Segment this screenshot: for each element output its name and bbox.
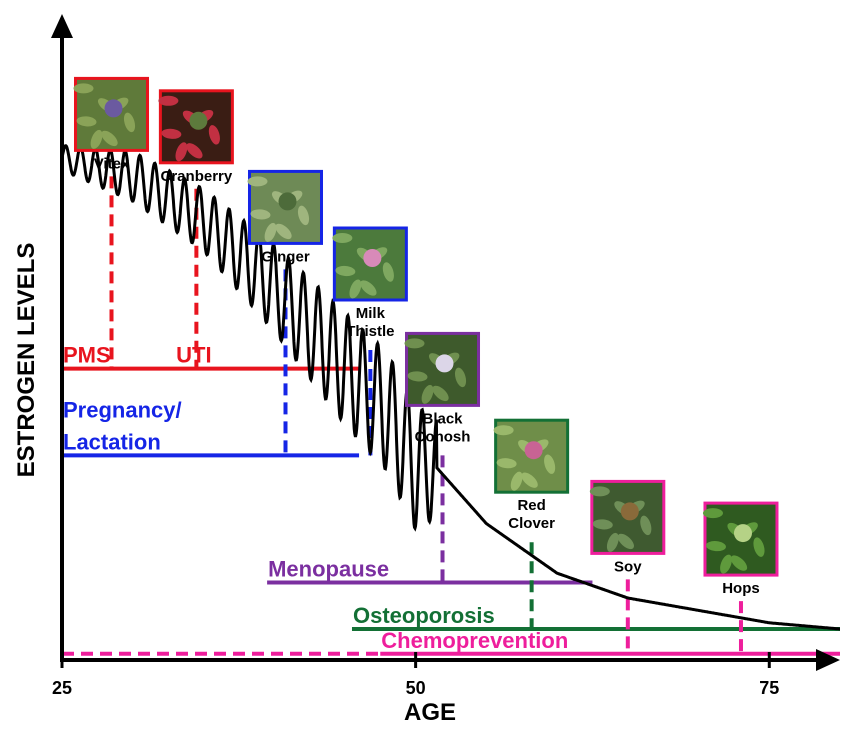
herb-label: Cohosh — [415, 428, 471, 445]
leaf-shape — [297, 205, 310, 226]
condition-label: Pregnancy/ — [63, 397, 182, 422]
leaf-shape — [250, 209, 271, 220]
leaf-shape — [382, 262, 394, 282]
condition-label: Osteoporosis — [353, 603, 495, 628]
herb-label: Hops — [722, 580, 760, 597]
herb-thumbnail — [158, 89, 234, 165]
condition-label: Chemoprevention — [381, 628, 568, 653]
leaf-shape — [360, 280, 377, 296]
leaf-shape — [589, 486, 610, 497]
herb-thumbnail — [702, 501, 779, 577]
leaf-shape — [208, 125, 220, 145]
leaf-shape — [247, 176, 268, 187]
herb-label: Black — [422, 410, 463, 427]
leaf-shape — [186, 143, 203, 159]
flower-shape — [363, 249, 382, 267]
leaf-shape — [432, 385, 449, 402]
herb-label: Cranberry — [161, 168, 233, 185]
herb-label: Thistle — [346, 323, 394, 340]
leaf-shape — [76, 116, 97, 127]
leaf-shape — [158, 95, 179, 106]
x-axis-arrow — [816, 649, 840, 671]
x-tick-label: 25 — [52, 678, 72, 698]
leaf-shape — [332, 233, 353, 243]
leaf-shape — [454, 367, 467, 388]
herb-label: Clover — [508, 515, 555, 532]
leaf-shape — [706, 541, 726, 552]
y-axis-arrow — [51, 14, 73, 38]
leaf-shape — [720, 554, 732, 574]
leaf-shape — [421, 384, 434, 404]
leaf-shape — [753, 537, 765, 557]
leaf-shape — [510, 471, 523, 491]
estrogen-curve — [60, 144, 840, 631]
herb-thumbnail — [73, 76, 150, 152]
leaf-shape — [175, 142, 188, 162]
leaf-shape — [349, 279, 362, 299]
leaf-shape — [702, 508, 723, 519]
leaf-shape — [123, 112, 136, 133]
leaf-shape — [90, 129, 103, 149]
herb-thumbnail — [493, 418, 570, 494]
leaf-shape — [407, 371, 428, 382]
leaf-shape — [73, 83, 94, 94]
leaf-shape — [640, 515, 652, 536]
condition-label: Lactation — [63, 429, 161, 454]
leaf-shape — [275, 223, 292, 240]
herb-thumbnail — [404, 331, 481, 407]
x-tick-label: 50 — [406, 678, 426, 698]
flower-shape — [278, 192, 297, 211]
condition-label: UTI — [176, 343, 211, 368]
condition-label: PMS — [63, 343, 111, 368]
herb-label: Vitex — [94, 155, 130, 172]
flower-shape — [733, 524, 752, 543]
herb-label: Ginger — [261, 248, 310, 265]
leaf-shape — [592, 519, 613, 530]
leaf-shape — [161, 128, 182, 139]
leaf-shape — [730, 555, 748, 571]
leaf-shape — [101, 130, 118, 147]
flower-shape — [189, 111, 208, 130]
flower-shape — [435, 354, 454, 373]
herb-label: Milk — [356, 305, 386, 322]
herb-thumbnail — [332, 226, 408, 302]
y-axis-title: ESTROGEN LEVELS — [13, 243, 40, 478]
herb-thumbnail — [589, 479, 666, 555]
leaf-shape — [335, 265, 356, 277]
flower-shape — [620, 502, 639, 521]
leaf-shape — [617, 533, 634, 550]
leaf-shape — [544, 454, 556, 474]
herb-label: Red — [517, 497, 545, 514]
condition-label: Menopause — [268, 557, 389, 582]
leaf-shape — [496, 458, 517, 469]
x-axis-title: AGE — [404, 699, 456, 726]
flower-shape — [104, 99, 123, 118]
leaf-shape — [264, 222, 277, 242]
x-tick-label: 75 — [759, 678, 779, 698]
leaf-shape — [606, 532, 619, 552]
leaf-shape — [521, 472, 538, 488]
flower-shape — [524, 441, 543, 460]
herb-thumbnail — [247, 169, 323, 245]
herb-label: Soy — [614, 558, 642, 575]
leaf-shape — [404, 338, 425, 349]
leaf-shape — [493, 425, 514, 436]
